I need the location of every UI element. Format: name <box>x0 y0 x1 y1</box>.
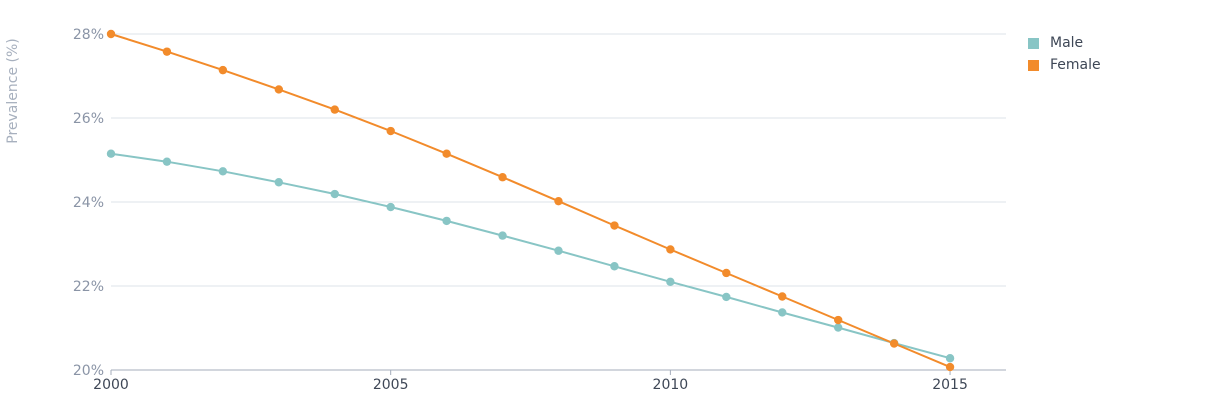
data-point-male-2004[interactable] <box>330 189 339 199</box>
data-point-male-2011[interactable] <box>722 292 731 302</box>
legend-swatch-male <box>1028 37 1039 49</box>
y-axis-title: Prevalence (%) <box>5 38 21 144</box>
data-point-female-2002[interactable] <box>218 65 228 75</box>
y-tick-label-20: 20% <box>73 363 104 379</box>
y-tick-label-28: 28% <box>73 27 104 43</box>
data-point-male-2009[interactable] <box>610 262 619 271</box>
data-point-female-2007[interactable] <box>498 173 507 182</box>
data-point-male-2008[interactable] <box>554 246 563 255</box>
data-point-male-2001[interactable] <box>162 157 172 166</box>
data-point-female-2003[interactable] <box>274 85 284 94</box>
data-point-female-2012[interactable] <box>778 292 787 301</box>
legend-swatch-female <box>1028 59 1039 71</box>
data-point-male-2012[interactable] <box>778 308 787 317</box>
legend-label-male: Male <box>1050 35 1084 51</box>
data-point-female-2010[interactable] <box>666 245 675 254</box>
series-lines <box>110 33 951 369</box>
data-point-female-2008[interactable] <box>554 196 563 206</box>
series-line-male <box>110 152 951 360</box>
x-tick-label-2000: 2000 <box>93 377 129 393</box>
data-point-female-2009[interactable] <box>610 221 619 230</box>
data-points <box>106 29 955 372</box>
data-point-female-2013[interactable] <box>833 315 843 325</box>
data-point-female-2001[interactable] <box>162 47 172 56</box>
x-tick-label-2005: 2005 <box>373 377 409 393</box>
data-point-male-2005[interactable] <box>386 202 395 212</box>
data-point-male-2015[interactable] <box>945 354 955 363</box>
data-point-male-2002[interactable] <box>218 167 228 176</box>
x-tick-label-2015: 2015 <box>932 377 968 393</box>
y-tick-label-22: 22% <box>73 279 104 295</box>
data-point-male-2000[interactable] <box>106 149 116 158</box>
legend-label-female: Female <box>1050 57 1101 73</box>
y-tick-label-24: 24% <box>73 195 104 211</box>
data-point-female-2000[interactable] <box>106 29 116 39</box>
data-point-male-2007[interactable] <box>498 231 507 240</box>
series-line-female <box>110 33 951 369</box>
y-tick-label-26: 26% <box>73 111 104 127</box>
x-tick-label-2010: 2010 <box>653 377 689 393</box>
data-point-female-2006[interactable] <box>442 149 451 158</box>
data-point-female-2005[interactable] <box>386 126 395 136</box>
gridlines <box>111 33 1006 287</box>
data-point-male-2006[interactable] <box>442 216 451 226</box>
data-point-male-2013[interactable] <box>833 323 843 332</box>
data-point-female-2004[interactable] <box>330 105 339 114</box>
data-point-female-2011[interactable] <box>722 268 731 278</box>
legend-item-male[interactable]: Male <box>1028 32 1101 54</box>
axes: 20% 22% 24% 26% 28% 2000 2005 2010 2015 <box>73 27 1006 393</box>
legend-item-female[interactable]: Female <box>1028 54 1101 76</box>
data-point-male-2010[interactable] <box>666 277 675 286</box>
data-point-male-2003[interactable] <box>274 178 284 187</box>
data-point-female-2015[interactable] <box>945 362 955 372</box>
legend: Male Female <box>1028 32 1101 76</box>
data-point-female-2014[interactable] <box>889 339 899 348</box>
